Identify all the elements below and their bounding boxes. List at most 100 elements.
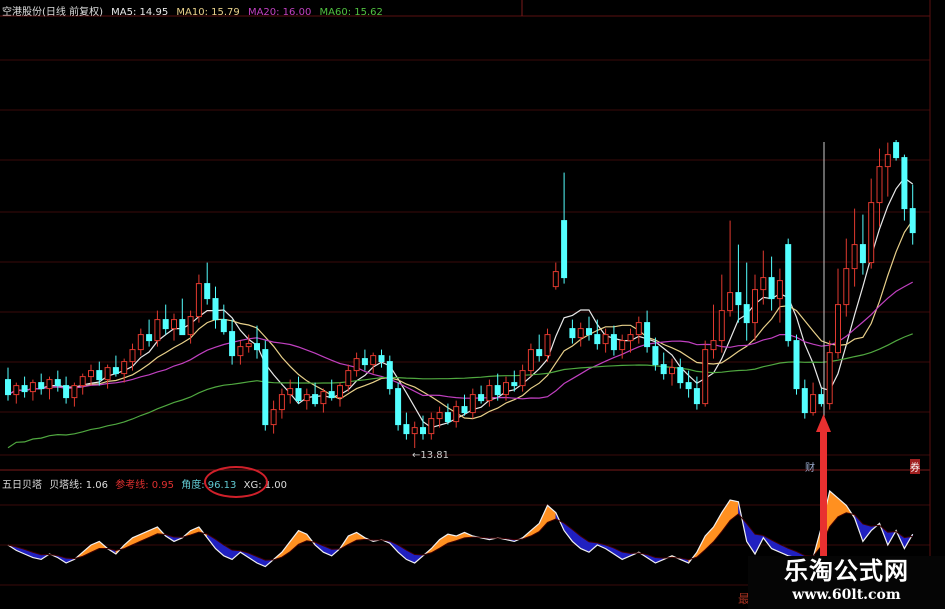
candle-body (610, 334, 617, 351)
candle-body (503, 382, 509, 396)
candles (5, 140, 916, 448)
candle-body (494, 385, 501, 396)
candle-body (129, 349, 136, 363)
candle-body (395, 388, 402, 426)
candle-body (179, 319, 186, 336)
candle-body (337, 385, 343, 399)
highlight-ellipse (204, 466, 268, 498)
candle-body (187, 316, 194, 336)
reference-line (7, 512, 913, 561)
candle-body (818, 394, 825, 405)
candle-body (478, 394, 485, 402)
candle-body (38, 382, 45, 390)
candle-body (627, 334, 634, 342)
ma5-line (7, 177, 914, 429)
candle-body (204, 283, 211, 300)
candle-body (710, 340, 717, 351)
candle-body (536, 349, 543, 357)
candle-body (859, 244, 866, 264)
candle-body (303, 394, 310, 402)
candle-body (254, 343, 260, 351)
candle-body (544, 334, 551, 357)
watermark: 乐淘公式网 www.60lt.com (748, 556, 945, 609)
candle-body (801, 388, 808, 414)
candle-body (386, 361, 393, 390)
marker-quan[interactable]: 券 (910, 459, 920, 474)
candle-body (320, 391, 327, 405)
candle-body (29, 382, 36, 393)
candle-body (685, 382, 692, 390)
candle-body (71, 385, 78, 399)
candle-body (652, 346, 659, 366)
candle-body (411, 427, 418, 435)
candle-body (295, 388, 302, 402)
candle-body (669, 367, 675, 375)
candle-body (727, 292, 734, 312)
candle-body (461, 406, 468, 414)
candle-body (146, 334, 153, 342)
beta-line (7, 489, 914, 568)
indicator-fill (837, 497, 847, 518)
candle-body (378, 355, 385, 363)
ma60-value: MA60: 15.62 (319, 7, 383, 18)
stock-title: 空港股份(日线 前复权) (2, 7, 103, 18)
candle-body (843, 268, 850, 306)
candle-body (245, 343, 252, 348)
ref-value: 参考线: 0.95 (115, 480, 175, 491)
candle-body (851, 244, 858, 270)
candle-body (619, 340, 626, 351)
candle-body (586, 328, 592, 336)
indicator-area (7, 489, 914, 568)
candle-body (104, 367, 111, 381)
ma5-value: MA5: 14.95 (111, 7, 169, 18)
candle-body (262, 349, 269, 426)
candle-body (112, 367, 119, 375)
candle-body (569, 328, 576, 339)
candle-body (278, 394, 285, 411)
candle-body (403, 424, 410, 435)
ma20-line (7, 281, 913, 400)
low-price-label: ←13.81 (412, 450, 449, 461)
candle-body (121, 361, 128, 375)
candle-body (361, 358, 368, 366)
candle-body (702, 349, 709, 405)
candle-body (21, 385, 28, 393)
red-arrow-annotation (816, 414, 831, 588)
candle-body (835, 304, 841, 354)
marker-cai[interactable]: 财 (805, 463, 815, 474)
candle-body (776, 280, 783, 300)
candle-body (893, 142, 900, 159)
ma60-line (7, 333, 913, 449)
watermark-url: www.60lt.com (792, 587, 901, 603)
candle-body (171, 319, 177, 330)
candle-body (154, 319, 161, 342)
candle-body (162, 319, 169, 330)
candle-body (577, 328, 584, 339)
marker-zui: 最 (738, 592, 751, 606)
candle-body (752, 289, 758, 324)
candle-body (519, 370, 526, 387)
candle-body (137, 334, 144, 351)
candle-body (370, 355, 377, 366)
ma10-line (7, 219, 914, 420)
candle-body (552, 271, 559, 288)
candle-body (312, 394, 319, 405)
candle-body (743, 304, 750, 324)
candle-body (602, 334, 609, 345)
candle-body (229, 331, 236, 357)
candle-body (444, 412, 451, 423)
candle-body (677, 367, 684, 384)
candle-body (79, 376, 86, 387)
grid-lines (0, 59, 930, 586)
candle-body (328, 391, 335, 399)
candle-body (785, 244, 792, 342)
candle-body (884, 154, 891, 168)
candle-body (237, 346, 244, 357)
beta-value: 贝塔线: 1.06 (49, 480, 109, 491)
candle-body (46, 379, 53, 390)
candle-body (901, 157, 908, 210)
ma20-value: MA20: 16.00 (247, 7, 312, 18)
candle-body (453, 406, 460, 423)
candle-body (486, 385, 493, 402)
